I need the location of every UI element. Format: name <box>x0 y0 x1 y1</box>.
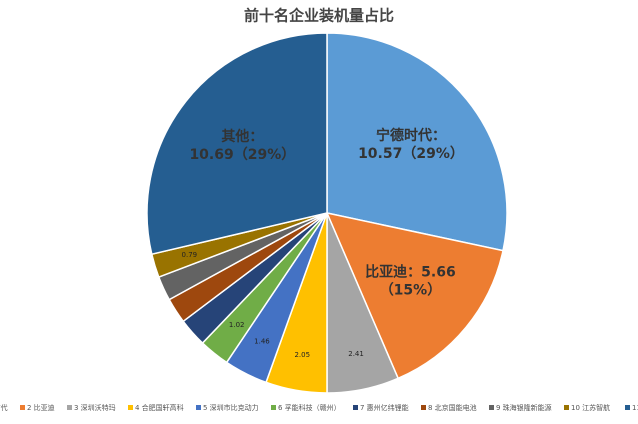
legend-label: 2 比亚迪 <box>27 403 55 412</box>
data-label-line: 其他： <box>221 128 263 145</box>
legend-label: 4 合肥国轩高科 <box>135 403 184 412</box>
legend-label: 1 宁德时代 <box>0 403 8 412</box>
legend-label: 5 深圳市比克动力 <box>203 403 259 412</box>
legend-swatch <box>564 405 569 410</box>
data-label: 比亚迪：5.66 （15%） <box>365 264 456 299</box>
data-label: 1.46 <box>254 337 270 345</box>
legend-swatch <box>128 405 133 410</box>
data-label: 0.79 <box>182 251 198 259</box>
legend-swatch <box>353 405 358 410</box>
legend-swatch <box>196 405 201 410</box>
legend-swatch <box>489 405 494 410</box>
data-label-line: 宁德时代： <box>376 127 446 144</box>
pie-slice <box>146 32 328 256</box>
legend-label: 8 北京国能电池 <box>428 403 477 412</box>
data-label-line: 10.69（29%） <box>189 147 295 163</box>
legend-swatch <box>20 405 25 410</box>
legend-label: 6 孚能科技（赣州） <box>278 403 341 412</box>
legend-label: 9 珠海银隆新能源 <box>496 403 552 412</box>
legend-swatch <box>421 405 426 410</box>
data-label: 宁德时代： 10.57（29%） <box>358 127 464 162</box>
pie-slice <box>326 32 508 252</box>
legend-label: 7 惠州亿纬锂能 <box>360 403 409 412</box>
data-label-line: （15%） <box>380 283 442 299</box>
pie-slice <box>325 211 504 380</box>
legend-swatch <box>271 405 276 410</box>
legend-swatch <box>625 405 630 410</box>
legend-label: 11 其他 <box>632 403 638 412</box>
data-label-line: 10.57（29%） <box>358 146 464 162</box>
data-label: 1.02 <box>229 321 245 329</box>
chart-title: 前十名企业装机量占比 <box>244 7 394 25</box>
data-label-line: 比亚迪：5.66 <box>365 264 456 281</box>
data-label: 2.05 <box>294 351 310 359</box>
data-label: 其他： 10.69（29%） <box>189 128 295 163</box>
legend-label: 3 深圳沃特玛 <box>74 403 116 412</box>
data-label: 2.41 <box>348 350 364 358</box>
legend-swatch <box>67 405 72 410</box>
legend-label: 10 江苏智航 <box>571 403 610 412</box>
